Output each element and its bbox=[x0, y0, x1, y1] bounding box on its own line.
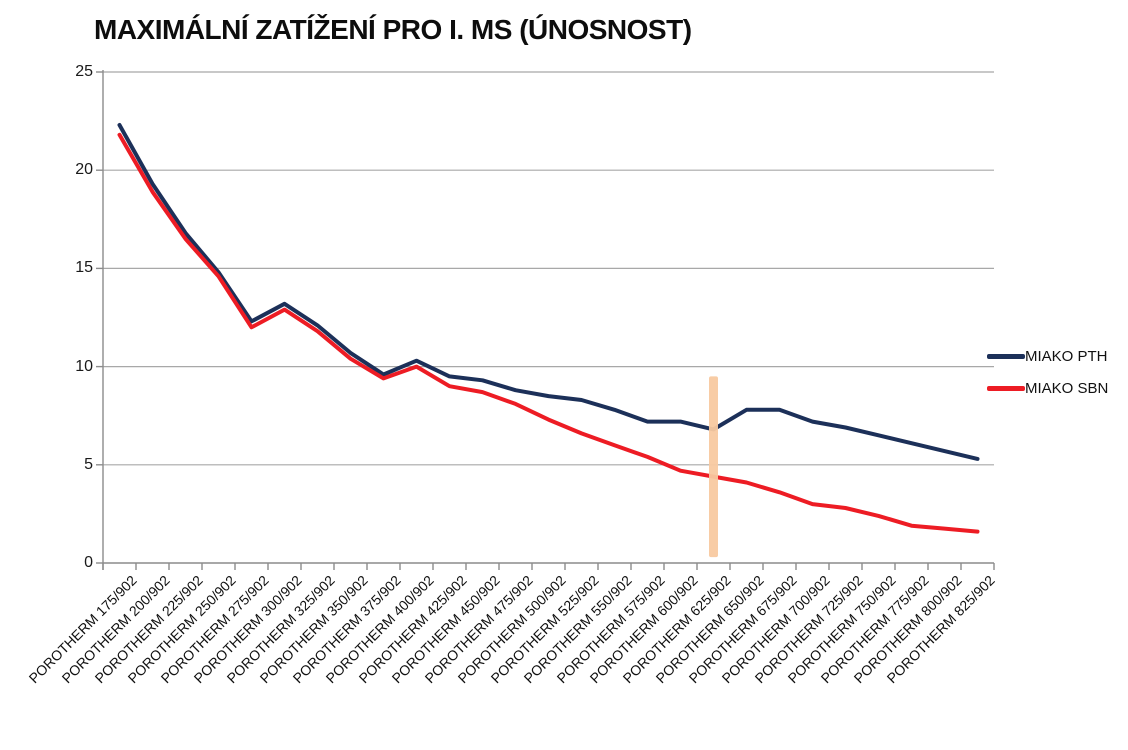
legend: MIAKO PTH MIAKO SBN bbox=[987, 346, 1108, 410]
legend-label-sbn: MIAKO SBN bbox=[1025, 379, 1109, 397]
legend-line-icon-sbn bbox=[987, 385, 1025, 391]
y-axis-label: 15 bbox=[75, 259, 93, 277]
highlight-bar bbox=[709, 376, 718, 558]
y-axis-label: 5 bbox=[84, 455, 93, 473]
legend-item-miako-sbn: MIAKO SBN bbox=[987, 378, 1108, 398]
y-axis-label: 10 bbox=[75, 357, 93, 375]
legend-label-pth: MIAKO PTH bbox=[1025, 347, 1108, 365]
series-line-miako-pth bbox=[117, 123, 980, 461]
y-axis-label: 0 bbox=[84, 554, 93, 571]
legend-line-icon-pth bbox=[987, 353, 1025, 359]
y-axis-label: 25 bbox=[75, 63, 93, 80]
chart-title: MAXIMÁLNÍ ZATÍŽENÍ PRO I. MS (ÚNOSNOST) bbox=[94, 14, 692, 45]
series-line-miako-sbn bbox=[117, 132, 980, 534]
y-axis-label: 20 bbox=[75, 161, 93, 179]
legend-item-miako-pth: MIAKO PTH bbox=[987, 346, 1108, 366]
